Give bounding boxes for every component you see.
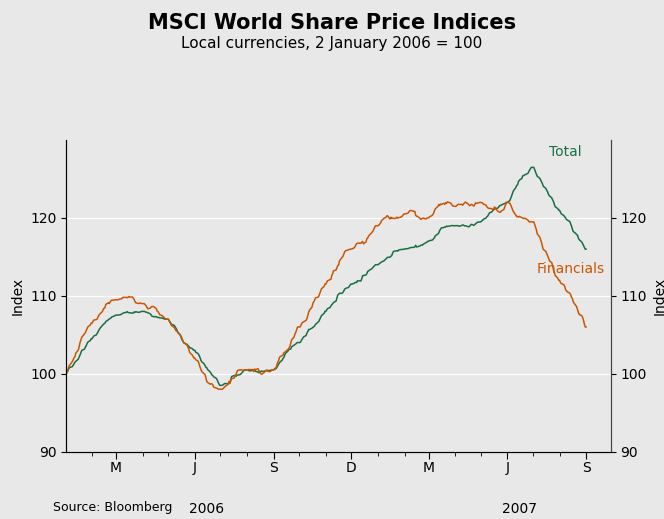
Text: 2006: 2006 (189, 502, 224, 516)
Text: Financials: Financials (537, 262, 604, 276)
Y-axis label: Index: Index (11, 277, 25, 315)
Text: MSCI World Share Price Indices: MSCI World Share Price Indices (148, 13, 516, 33)
Text: Local currencies, 2 January 2006 = 100: Local currencies, 2 January 2006 = 100 (181, 36, 483, 51)
Text: Source: Bloomberg: Source: Bloomberg (53, 501, 173, 514)
Y-axis label: Index: Index (653, 277, 664, 315)
Text: 2007: 2007 (502, 502, 537, 516)
Text: Total: Total (549, 145, 582, 159)
